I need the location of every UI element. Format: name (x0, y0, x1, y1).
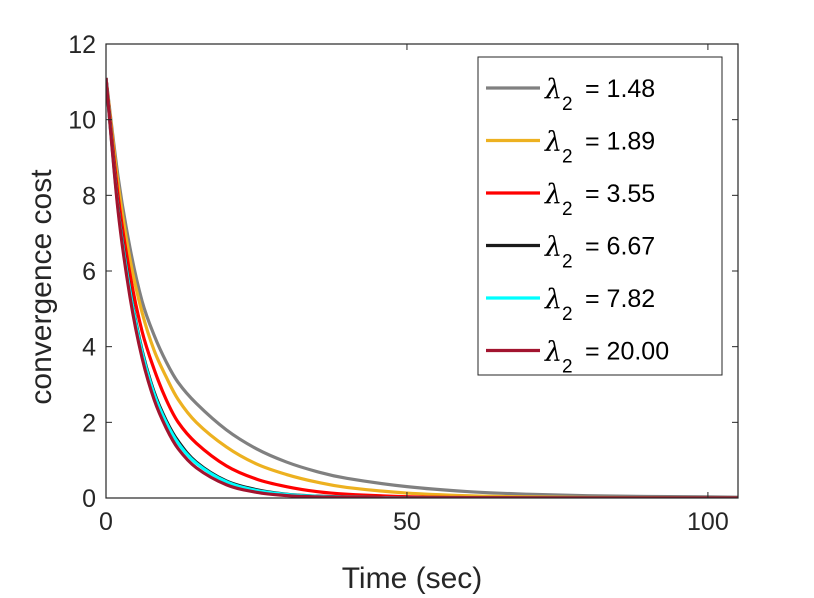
y-axis-title: convergence cost (25, 169, 58, 405)
legend-lambda: λ (544, 127, 562, 158)
y-tick-label: 4 (82, 334, 96, 362)
series-line-1 (106, 77, 738, 498)
legend-lambda: λ (544, 284, 562, 315)
x-tick-label: 50 (393, 508, 421, 536)
legend-subscript: 2 (562, 147, 573, 168)
y-tick-label: 12 (68, 31, 96, 59)
legend-label: = 6.67 (585, 233, 655, 261)
x-axis-title: Time (sec) (342, 562, 483, 595)
legend-lambda: λ (544, 74, 562, 105)
legend-subscript: 2 (562, 304, 573, 325)
legend-label: = 3.55 (585, 180, 655, 208)
y-tick-label: 8 (82, 182, 96, 210)
legend-box (477, 56, 723, 376)
legend-label: = 7.82 (585, 285, 655, 313)
x-tick-label: 0 (99, 508, 113, 536)
legend-label: = 1.89 (585, 128, 655, 156)
legend-subscript: 2 (562, 357, 573, 378)
legend-subscript: 2 (562, 252, 573, 273)
ticks-layer: 0 50 100 0 2 4 6 8 10 12 (68, 31, 738, 536)
y-tick-label: 6 (82, 258, 96, 286)
y-tick-label: 2 (82, 409, 96, 437)
legend-label: = 20.00 (585, 338, 669, 366)
legend-lambda: λ (544, 179, 562, 210)
legend-lambda: λ (544, 232, 562, 263)
legend-label: = 1.48 (585, 75, 655, 103)
y-tick-label: 0 (82, 485, 96, 513)
series-line-6 (106, 77, 738, 498)
legend-subscript: 2 (562, 199, 573, 220)
legend: λ 2= 1.48λ 2= 1.89λ 2= 3.55λ 2= 6.67λ 2= 7.82… (477, 56, 723, 378)
y-tick-label: 10 (68, 107, 96, 135)
x-tick-label: 100 (687, 508, 729, 536)
legend-subscript: 2 (562, 94, 573, 115)
legend-lambda: λ (544, 337, 562, 368)
